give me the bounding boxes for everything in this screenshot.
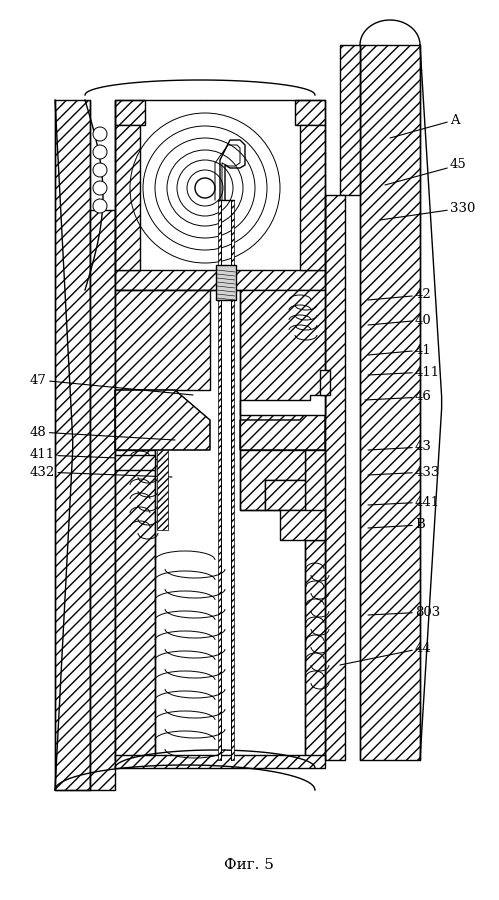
Text: 43: 43 [368, 440, 432, 454]
Polygon shape [115, 100, 145, 125]
Text: 411: 411 [368, 365, 440, 379]
Polygon shape [115, 455, 155, 470]
Polygon shape [325, 195, 345, 760]
Polygon shape [216, 265, 236, 300]
Polygon shape [265, 480, 305, 510]
Polygon shape [218, 200, 221, 760]
Text: 432: 432 [30, 465, 172, 479]
Polygon shape [115, 450, 155, 760]
Polygon shape [231, 200, 234, 760]
Text: Фиг. 5: Фиг. 5 [224, 858, 274, 872]
Text: 441: 441 [368, 496, 440, 508]
Circle shape [93, 145, 107, 159]
Polygon shape [305, 540, 325, 760]
Polygon shape [360, 45, 420, 760]
Circle shape [93, 181, 107, 195]
Polygon shape [115, 755, 325, 768]
Polygon shape [115, 290, 210, 390]
Polygon shape [240, 290, 325, 420]
Text: 411: 411 [30, 448, 168, 462]
Polygon shape [115, 125, 140, 270]
Text: 41: 41 [368, 344, 432, 356]
Text: 44: 44 [340, 642, 432, 665]
Polygon shape [157, 450, 168, 530]
Text: 42: 42 [368, 289, 432, 302]
Text: 330: 330 [380, 202, 476, 220]
Text: 45: 45 [385, 158, 467, 185]
Circle shape [195, 178, 215, 198]
Text: A: A [390, 113, 460, 138]
Text: 48: 48 [30, 426, 175, 440]
Polygon shape [305, 450, 325, 540]
Polygon shape [280, 510, 325, 540]
Polygon shape [240, 395, 325, 415]
Polygon shape [55, 100, 90, 790]
Polygon shape [320, 370, 330, 395]
Text: 803: 803 [368, 606, 440, 618]
Text: 46: 46 [365, 391, 432, 403]
Polygon shape [340, 45, 360, 195]
Polygon shape [295, 100, 325, 125]
Circle shape [93, 163, 107, 177]
Polygon shape [90, 210, 115, 790]
Text: 433: 433 [368, 465, 441, 479]
Polygon shape [300, 125, 325, 270]
Circle shape [93, 127, 107, 141]
Polygon shape [240, 450, 305, 510]
Circle shape [93, 199, 107, 213]
Polygon shape [240, 390, 325, 450]
Text: B: B [368, 518, 425, 532]
Text: 40: 40 [368, 313, 432, 327]
Polygon shape [115, 390, 210, 450]
Text: 47: 47 [30, 374, 193, 395]
Polygon shape [115, 270, 325, 290]
